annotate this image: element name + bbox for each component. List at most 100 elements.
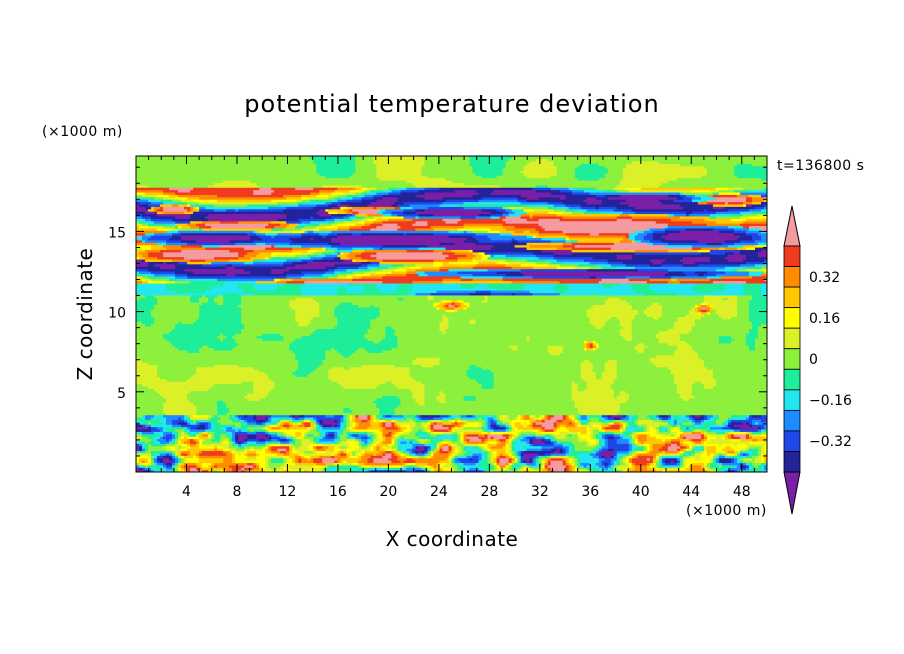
field-cell bbox=[403, 457, 408, 461]
field-cell bbox=[286, 460, 290, 464]
field-cell bbox=[277, 445, 281, 449]
field-cell bbox=[463, 450, 468, 454]
field-cell bbox=[184, 450, 188, 454]
field-cell bbox=[391, 448, 395, 452]
field-cell bbox=[604, 455, 609, 459]
field-cell bbox=[628, 443, 633, 447]
field-cell bbox=[607, 457, 612, 461]
field-cell bbox=[148, 460, 152, 464]
field-cell bbox=[724, 460, 729, 464]
field-cell bbox=[727, 457, 732, 461]
field-cell bbox=[745, 440, 750, 444]
field-cell bbox=[499, 455, 504, 459]
field-cell bbox=[181, 440, 185, 444]
field-cell bbox=[280, 445, 284, 449]
field-cell bbox=[676, 460, 681, 464]
field-cell bbox=[586, 448, 591, 452]
field-cell bbox=[673, 455, 678, 459]
field-cell bbox=[430, 469, 435, 472]
field-cell bbox=[619, 464, 624, 468]
field-cell bbox=[457, 448, 462, 452]
field-cell bbox=[232, 467, 236, 471]
field-cell bbox=[256, 457, 260, 461]
field-cell bbox=[634, 467, 639, 471]
field-cell bbox=[592, 469, 597, 472]
field-cell bbox=[295, 438, 299, 442]
field-cell bbox=[262, 455, 266, 459]
field-cell bbox=[253, 462, 257, 466]
field-cell bbox=[421, 452, 426, 456]
field-cell bbox=[382, 460, 386, 464]
field-cell bbox=[442, 445, 447, 449]
field-cell bbox=[703, 464, 708, 468]
field-cell bbox=[193, 455, 197, 459]
field-cell bbox=[604, 467, 609, 471]
field-cell bbox=[724, 462, 729, 466]
field-cell bbox=[406, 460, 411, 464]
field-cell bbox=[460, 452, 465, 456]
field-cell bbox=[379, 457, 383, 461]
field-cell bbox=[643, 450, 648, 454]
field-cell bbox=[718, 467, 723, 471]
field-cell bbox=[412, 448, 417, 452]
field-cell bbox=[337, 445, 341, 449]
field-cell bbox=[256, 460, 260, 464]
field-cell bbox=[508, 452, 513, 456]
field-cell bbox=[427, 455, 432, 459]
field-cell bbox=[142, 457, 146, 461]
field-cell bbox=[247, 467, 251, 471]
field-cell bbox=[679, 452, 684, 456]
field-cell bbox=[598, 460, 603, 464]
field-cell bbox=[403, 464, 408, 468]
field-cell bbox=[175, 464, 179, 468]
field-cell bbox=[349, 450, 353, 454]
field-cell bbox=[733, 469, 738, 472]
field-cell bbox=[235, 455, 239, 459]
field-cell bbox=[703, 469, 708, 472]
field-cell bbox=[394, 462, 399, 466]
field-cell bbox=[496, 467, 501, 471]
field-cell bbox=[529, 469, 534, 472]
field-cell bbox=[625, 438, 630, 442]
field-cell bbox=[187, 460, 191, 464]
field-cell bbox=[697, 464, 702, 468]
field-cell bbox=[265, 460, 269, 464]
field-cell bbox=[631, 467, 636, 471]
field-cell bbox=[238, 462, 242, 466]
field-cell bbox=[292, 469, 296, 472]
field-cell bbox=[202, 469, 206, 472]
field-cell bbox=[667, 452, 672, 456]
field-cell bbox=[742, 450, 747, 454]
field-cell bbox=[496, 443, 501, 447]
field-cell bbox=[442, 438, 447, 442]
field-cell bbox=[355, 452, 359, 456]
field-cell bbox=[562, 457, 567, 461]
field-cell bbox=[409, 460, 414, 464]
field-cell bbox=[436, 448, 441, 452]
field-cell bbox=[265, 445, 269, 449]
field-cell bbox=[454, 469, 459, 472]
field-cell bbox=[481, 469, 486, 472]
field-cell bbox=[328, 440, 332, 444]
field-cell bbox=[367, 464, 371, 468]
field-cell bbox=[373, 457, 377, 461]
field-cell bbox=[484, 452, 489, 456]
field-cell bbox=[334, 460, 338, 464]
field-cell bbox=[163, 450, 167, 454]
field-cell bbox=[496, 450, 501, 454]
field-cell bbox=[526, 450, 531, 454]
field-cell bbox=[496, 464, 501, 468]
field-cell bbox=[445, 452, 450, 456]
field-cell bbox=[151, 443, 155, 447]
field-cell bbox=[730, 448, 735, 452]
field-cell bbox=[280, 448, 284, 452]
field-cell bbox=[433, 448, 438, 452]
field-cell bbox=[286, 455, 290, 459]
field-cell bbox=[244, 450, 248, 454]
field-cell bbox=[580, 445, 585, 449]
field-cell bbox=[175, 452, 179, 456]
field-cell bbox=[760, 464, 765, 468]
field-cell bbox=[694, 467, 699, 471]
field-cell bbox=[679, 438, 684, 442]
field-cell bbox=[280, 455, 284, 459]
